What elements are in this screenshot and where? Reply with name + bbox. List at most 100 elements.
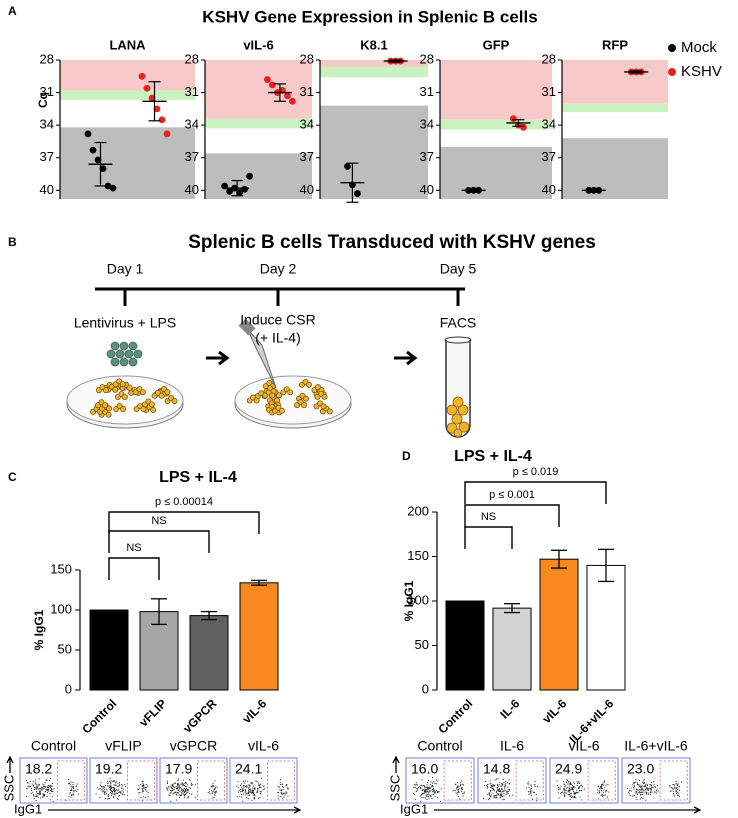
subplot-title: RFP xyxy=(602,37,628,52)
data-point xyxy=(284,92,291,100)
bar xyxy=(189,615,229,691)
y-tick-label: 150 xyxy=(50,561,72,576)
y-tick-label: 150 xyxy=(407,548,429,563)
data-point xyxy=(520,123,527,131)
data-point xyxy=(510,115,517,123)
subplot-title: vIL-6 xyxy=(243,37,273,52)
y-tick-label: 28 xyxy=(542,51,556,66)
panel-label: C xyxy=(8,470,17,484)
y-tick-label: 37 xyxy=(300,149,314,164)
threshold-band xyxy=(440,146,552,199)
significance-label: p ≤ 0.001 xyxy=(489,489,535,501)
sample-name: vGPCR xyxy=(170,738,217,754)
y-tick-label: 31 xyxy=(185,84,199,99)
sample-name: IL-6 xyxy=(500,738,524,754)
facs-plot xyxy=(159,757,228,804)
y-tick-label: 40 xyxy=(185,182,199,197)
facs-plot xyxy=(19,757,88,804)
day-label: Day 2 xyxy=(260,261,297,277)
y-axis-label: SSC xyxy=(1,775,16,802)
y-tick-label: 40 xyxy=(300,182,314,197)
sample-name: Control xyxy=(417,738,462,754)
gate xyxy=(57,760,85,801)
x-tick-label: IL-6 xyxy=(497,696,522,721)
y-tick-label: 34 xyxy=(40,117,54,132)
x-tick-label: vIL-6 xyxy=(540,696,570,726)
axis-arrow xyxy=(6,755,14,773)
y-tick-label: 34 xyxy=(300,117,314,132)
y-tick-label: 50 xyxy=(415,637,429,652)
data-point xyxy=(264,76,271,83)
sample-name: vIL-6 xyxy=(568,738,599,754)
gate-percent: 19.2 xyxy=(95,761,122,777)
threshold-band xyxy=(320,105,428,199)
data-point xyxy=(158,116,166,124)
axis-arrow xyxy=(392,755,400,773)
panel-label: B xyxy=(8,235,17,249)
legend-marker xyxy=(668,44,676,52)
bar xyxy=(492,607,532,691)
threshold-band xyxy=(562,60,668,104)
chart-title: KSHV Gene Expression in Splenic B cells xyxy=(202,7,537,26)
timeline-diagram xyxy=(66,287,472,438)
gate-percent: 24.1 xyxy=(235,761,262,777)
data-point xyxy=(138,72,146,80)
y-tick-label: 0 xyxy=(422,681,429,696)
y-tick-label: 50 xyxy=(58,641,72,656)
y-axis-label: % IgG1 xyxy=(32,609,46,650)
x-tick-label: vFLIP xyxy=(136,696,169,729)
y-tick-label: 34 xyxy=(420,117,434,132)
x-tick-label: Control xyxy=(435,696,475,736)
data-point xyxy=(143,84,151,92)
x-axis-label: IgG1 xyxy=(400,801,428,816)
bar xyxy=(239,582,279,691)
threshold-band xyxy=(320,60,428,67)
facs-plot xyxy=(405,757,475,804)
y-tick-label: 40 xyxy=(40,182,54,197)
gate xyxy=(197,760,225,801)
data-point xyxy=(99,165,107,172)
gate xyxy=(515,760,544,801)
data-point xyxy=(163,130,171,138)
gate-percent: 24.9 xyxy=(555,761,582,777)
sample-name: vIL-6 xyxy=(248,738,279,754)
subplot-title: GFP xyxy=(483,37,510,52)
data-point xyxy=(289,97,296,105)
y-tick-label: 31 xyxy=(300,84,314,99)
y-tick-label: 37 xyxy=(185,149,199,164)
gate xyxy=(659,760,688,801)
threshold-band xyxy=(320,66,428,78)
gate xyxy=(267,760,295,801)
y-axis-label: Cq xyxy=(36,92,50,108)
y-tick-label: 34 xyxy=(185,117,199,132)
y-tick-label: 37 xyxy=(420,149,434,164)
y-tick-label: 31 xyxy=(420,84,434,99)
data-point xyxy=(344,163,351,170)
y-tick-label: 37 xyxy=(542,149,556,164)
chart-title: LPS + IL-4 xyxy=(159,469,237,486)
y-axis-label: % IgG1 xyxy=(402,580,416,621)
x-axis-label: IgG1 xyxy=(14,801,42,816)
y-tick-label: 40 xyxy=(542,182,556,197)
threshold-band xyxy=(440,60,552,120)
data-point xyxy=(269,81,276,89)
step-label: Lentivirus + LPS xyxy=(74,315,176,331)
y-tick-label: 200 xyxy=(407,503,429,518)
significance-label: NS xyxy=(481,511,496,523)
panel-label: D xyxy=(402,449,411,463)
axis-arrow xyxy=(48,806,302,814)
subplot-title: LANA xyxy=(109,37,146,52)
gate-percent: 16.0 xyxy=(411,761,438,777)
bar xyxy=(89,609,129,691)
chart-title: LPS + IL-4 xyxy=(454,448,532,465)
y-tick-label: 31 xyxy=(542,84,556,99)
timeline-title: Splenic B cells Transduced with KSHV gen… xyxy=(188,232,596,253)
threshold-band xyxy=(60,90,195,101)
significance-label: p ≤ 0.019 xyxy=(513,466,559,478)
threshold-band xyxy=(562,138,668,199)
data-point xyxy=(153,105,161,113)
gate xyxy=(587,760,616,801)
y-tick-label: 28 xyxy=(420,51,434,66)
significance-bracket xyxy=(464,504,560,527)
